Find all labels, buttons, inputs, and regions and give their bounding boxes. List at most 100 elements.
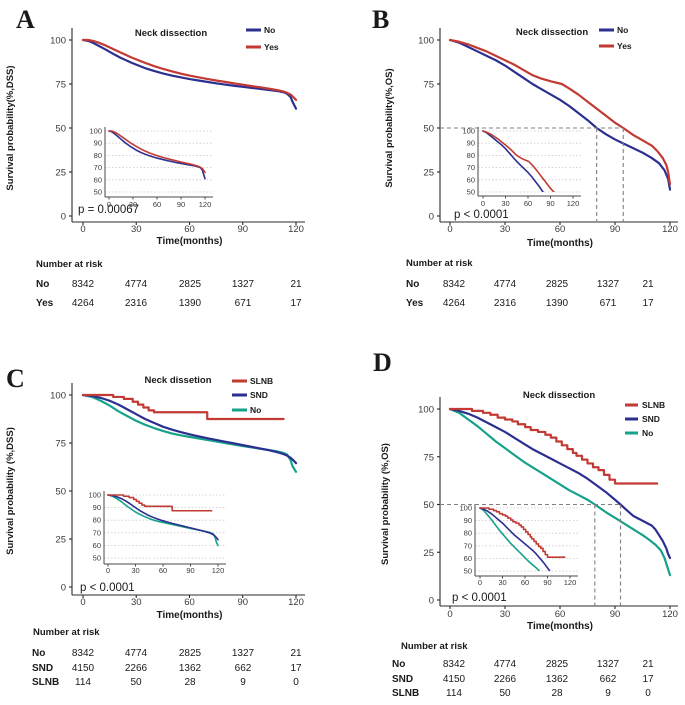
- survival-curve-slnb: [448, 407, 659, 485]
- y-tick-label: 100: [418, 405, 434, 416]
- inset-y-tick-label: 80: [94, 151, 102, 160]
- x-tick-label: 60: [555, 224, 566, 235]
- inset-y-tick-label: 70: [467, 163, 475, 172]
- x-tick-label: 60: [555, 609, 566, 620]
- risk-value: 2316: [125, 298, 148, 309]
- inset-curve-snd: [479, 507, 551, 571]
- inset-curve-slnb: [479, 507, 566, 558]
- y-tick-label: 25: [55, 168, 66, 179]
- inset-curve-no: [479, 507, 541, 571]
- y-tick-label: 25: [423, 548, 434, 559]
- risk-value: 50: [130, 677, 142, 688]
- y-tick-label: 100: [418, 36, 434, 47]
- risk-value: 2266: [125, 663, 148, 674]
- risk-value: 4774: [125, 648, 148, 659]
- risk-value: 114: [446, 688, 462, 699]
- risk-value: 1327: [597, 279, 620, 290]
- risk-row-label: SLNB: [32, 677, 59, 688]
- p-value: p < 0.0001: [80, 582, 135, 594]
- inset-y-tick-label: 80: [467, 151, 475, 160]
- risk-row-label: Yes: [406, 298, 424, 309]
- y-tick-label: 0: [61, 212, 66, 223]
- chart-title: Neck dissection: [516, 27, 589, 38]
- inset-x-tick-label: 60: [524, 199, 532, 208]
- risk-value: 0: [645, 688, 651, 699]
- risk-row-label: No: [32, 648, 45, 659]
- risk-row-label: SLNB: [392, 688, 419, 699]
- risk-value: 8342: [72, 279, 95, 290]
- inset-y-tick-label: 100: [89, 127, 102, 136]
- x-tick-label: 90: [610, 224, 621, 235]
- y-tick-label: 25: [55, 535, 66, 546]
- p-value: p < 0.0001: [452, 592, 507, 604]
- inset-y-tick-label: 80: [464, 529, 472, 538]
- p-value: p < 0.0001: [454, 209, 509, 221]
- risk-value: 9: [605, 688, 611, 699]
- inset-y-tick-label: 90: [94, 139, 102, 148]
- inset-x-tick-label: 30: [131, 566, 139, 575]
- inset-y-tick-label: 60: [94, 175, 102, 184]
- risk-value: 671: [600, 298, 617, 309]
- legend-label: No: [250, 405, 261, 415]
- risk-table-title: Number at risk: [406, 258, 473, 269]
- risk-value: 21: [642, 279, 654, 290]
- risk-value: 21: [290, 648, 302, 659]
- inset-y-tick-label: 60: [93, 541, 101, 550]
- inset-x-tick-label: 120: [564, 578, 577, 587]
- inset-x-tick-label: 0: [106, 566, 110, 575]
- risk-value: 8342: [443, 279, 466, 290]
- risk-value: 28: [184, 677, 196, 688]
- x-tick-label: 120: [288, 597, 304, 608]
- x-tick-label: 30: [500, 224, 511, 235]
- inset-x-tick-label: 90: [177, 200, 185, 209]
- inset-curve-yes: [108, 130, 206, 174]
- inset-x-tick-label: 30: [129, 200, 137, 209]
- x-axis-label: Time(months): [157, 610, 223, 621]
- legend-label: SND: [642, 414, 660, 424]
- legend-label: Yes: [617, 41, 632, 51]
- inset-chart: 100 90 80 70 60 50 0 30 60 90 120: [462, 127, 581, 208]
- risk-row-label: SND: [32, 663, 53, 674]
- risk-value: 114: [75, 677, 91, 688]
- risk-value: 1362: [179, 663, 202, 674]
- chart-title: Neck dissection: [135, 28, 208, 39]
- x-tick-label: 0: [447, 224, 452, 235]
- legend-label: No: [642, 428, 653, 438]
- y-axis-label: Survival probability (%,DSS): [5, 427, 16, 555]
- panel-letter: B: [372, 5, 389, 34]
- y-tick-label: 75: [55, 439, 66, 450]
- risk-value: 4264: [72, 298, 95, 309]
- legend-label: No: [264, 25, 275, 35]
- risk-value: 21: [290, 279, 302, 290]
- inset-chart: 100 90 80 70 60 50 0 30 60 90 120: [88, 491, 226, 575]
- inset-y-tick-label: 50: [467, 188, 475, 197]
- inset-x-tick-label: 60: [521, 578, 529, 587]
- risk-value: 1327: [232, 279, 255, 290]
- y-tick-label: 50: [423, 500, 434, 511]
- risk-value: 671: [235, 298, 252, 309]
- y-tick-label: 75: [423, 452, 434, 463]
- inset-y-tick-label: 60: [467, 175, 475, 184]
- risk-value: 17: [290, 663, 302, 674]
- risk-value: 662: [600, 674, 617, 685]
- y-tick-label: 0: [429, 596, 434, 607]
- y-tick-label: 100: [50, 36, 66, 47]
- panel-letter: C: [6, 364, 25, 393]
- legend-label: SLNB: [250, 376, 273, 386]
- risk-value: 662: [235, 663, 252, 674]
- risk-value: 1327: [597, 659, 620, 670]
- risk-row-label: SND: [392, 674, 413, 685]
- y-tick-label: 25: [423, 168, 434, 179]
- y-tick-label: 100: [50, 391, 66, 402]
- risk-value: 2825: [179, 648, 202, 659]
- inset-y-tick-label: 60: [464, 554, 472, 563]
- x-tick-label: 0: [447, 609, 452, 620]
- y-axis-label: Survival probability(%,DSS): [5, 65, 16, 190]
- panel-B-survival-chart: B 0 25 50 75 100 0 30 60 90 120 Survival probabilit…: [372, 5, 678, 309]
- risk-row-label: Yes: [36, 298, 54, 309]
- inset-chart: 100 90 80 70 60 50 0 30 60 90 120: [459, 504, 578, 587]
- p-value: p = 0.00067: [78, 204, 139, 216]
- survival-curve-snd: [81, 393, 298, 465]
- y-tick-label: 50: [423, 124, 434, 135]
